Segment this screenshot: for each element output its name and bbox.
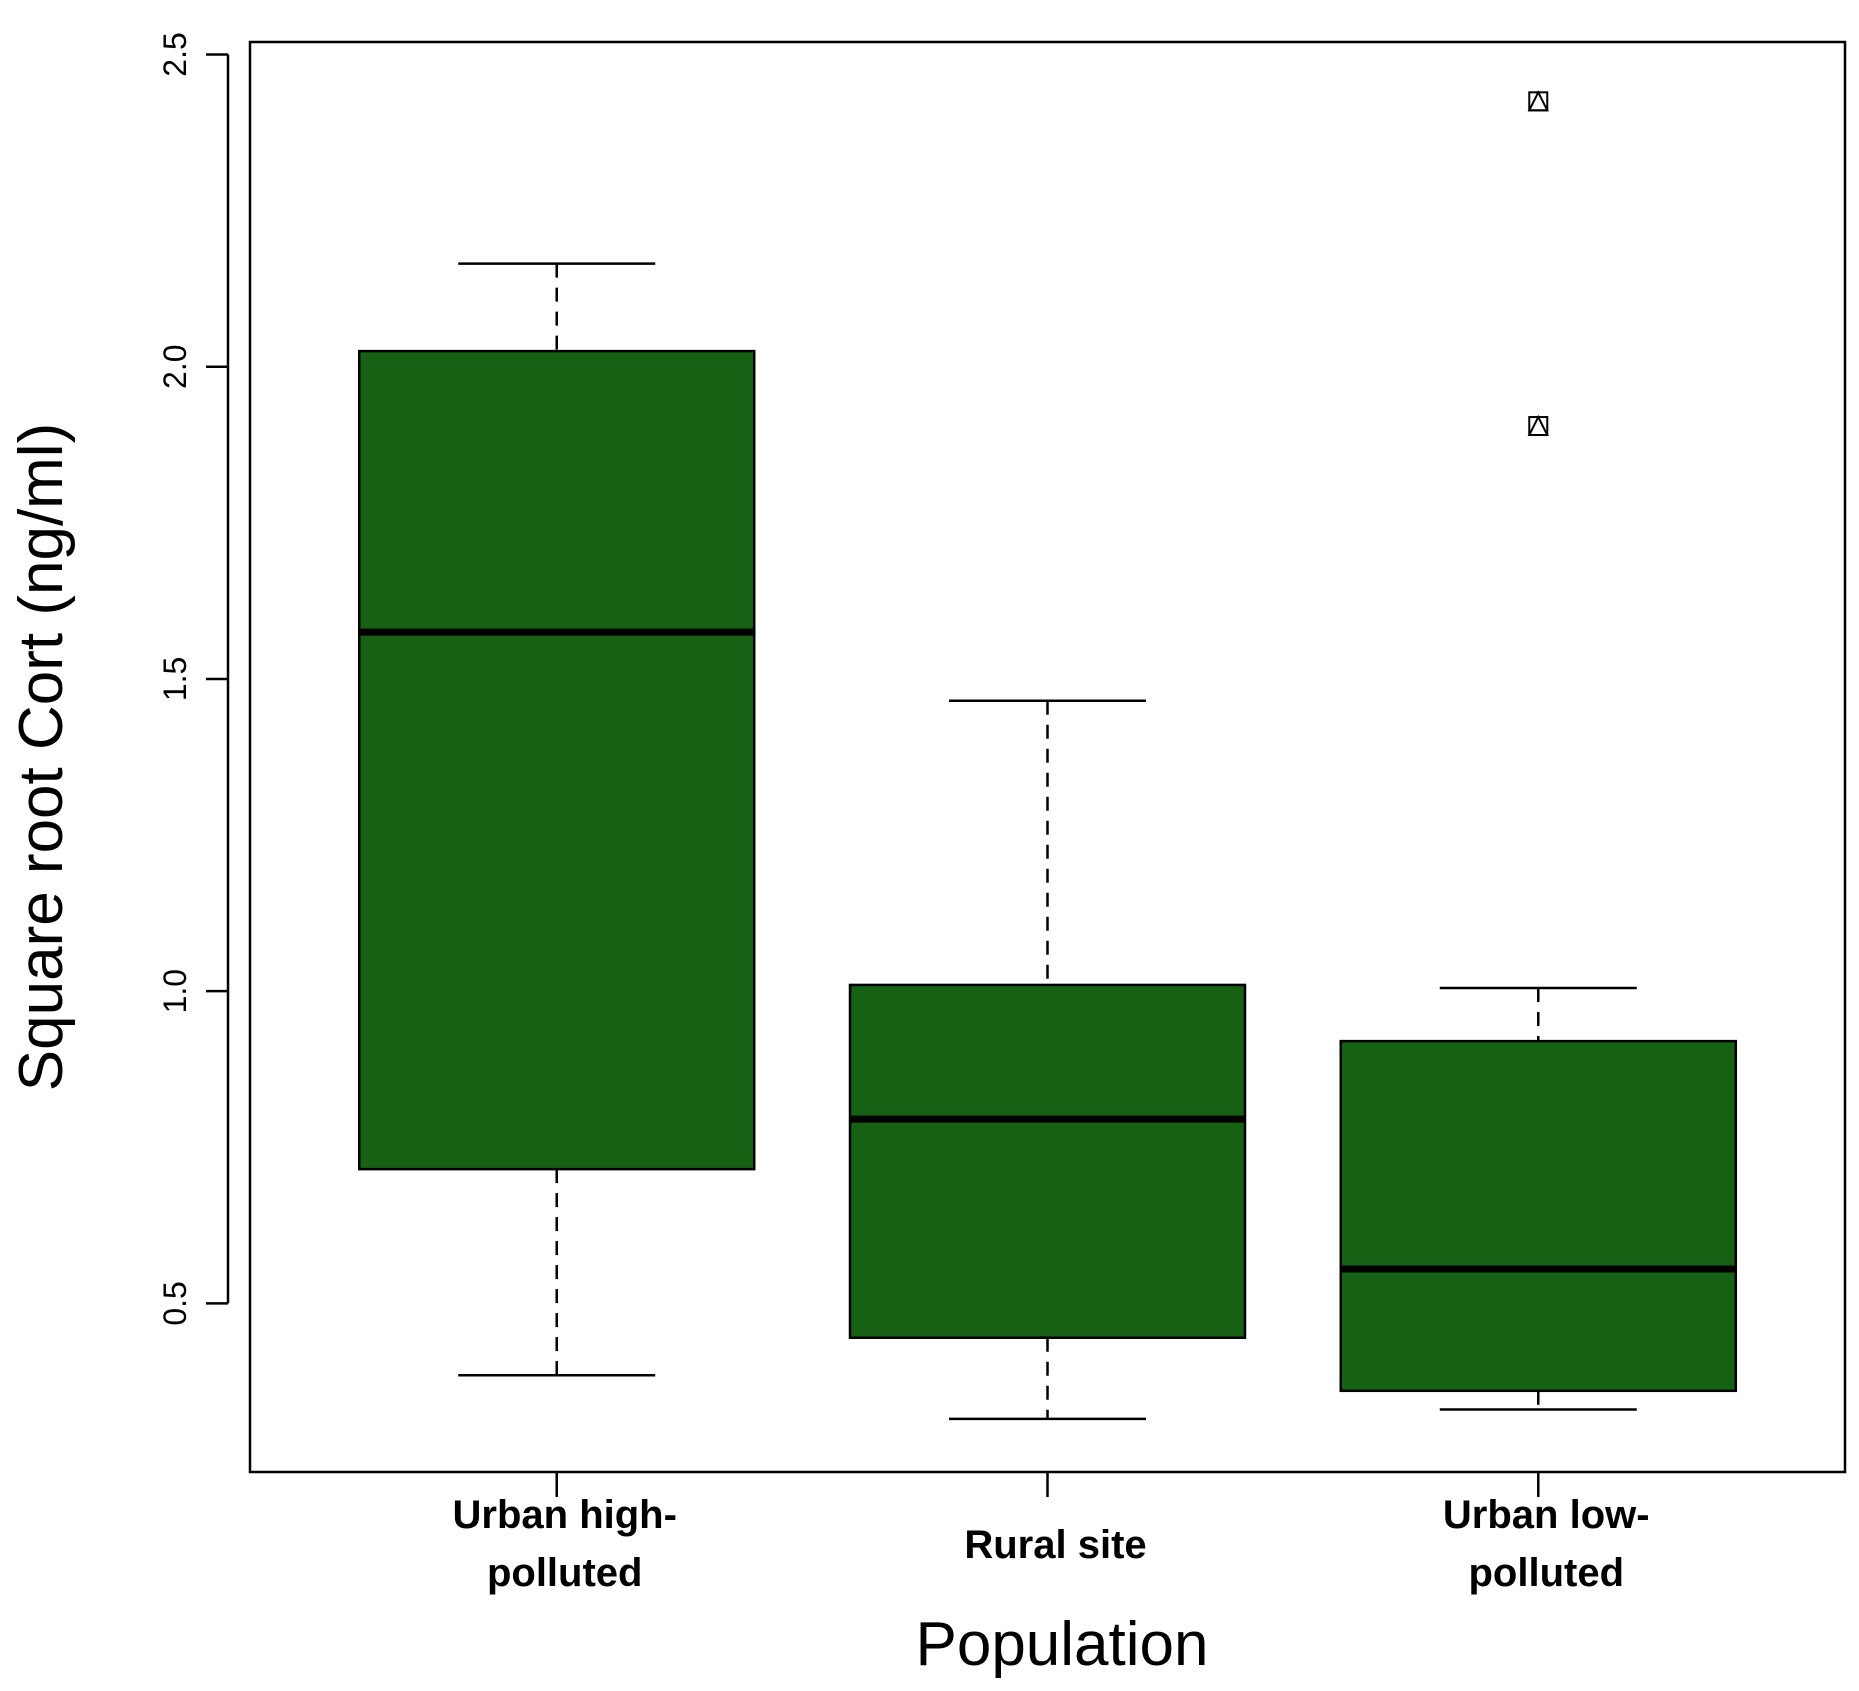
outlier-triangle [1527, 90, 1549, 112]
outlier-triangle [1527, 414, 1549, 437]
box-iqr [1339, 1039, 1738, 1393]
box-group-3 [1339, 90, 1738, 1411]
box-iqr [357, 349, 756, 1171]
x-tick-label: Urban high- [453, 1493, 677, 1537]
x-tick-label: Urban low- [1443, 1493, 1650, 1537]
y-tick-label: 0.5 [157, 1281, 193, 1325]
x-axis-label: Population [915, 1610, 1208, 1679]
y-axis-label: Square root Cort (ng/ml) [7, 423, 76, 1091]
x-tick-label: polluted [1469, 1551, 1625, 1595]
y-tick-label: 2.0 [157, 344, 193, 388]
boxes-group [357, 90, 1738, 1421]
x-tick-label: polluted [487, 1551, 643, 1595]
y-axis: 0.5 1.0 1.5 2.0 2.5 [157, 32, 230, 1326]
y-tick-label: 1.0 [157, 969, 193, 1013]
y-tick-label: 2.5 [157, 32, 193, 76]
outlier-point [1528, 416, 1549, 437]
box-group-2 [848, 699, 1247, 1421]
box-iqr [848, 983, 1247, 1339]
box-group-1 [357, 262, 756, 1377]
x-axis: Urban high-polluted Rural site Urban low-p… [453, 1472, 1650, 1595]
outlier-point [1528, 91, 1549, 112]
x-tick-label: Rural site [964, 1523, 1146, 1567]
y-tick-label: 1.5 [157, 657, 193, 701]
